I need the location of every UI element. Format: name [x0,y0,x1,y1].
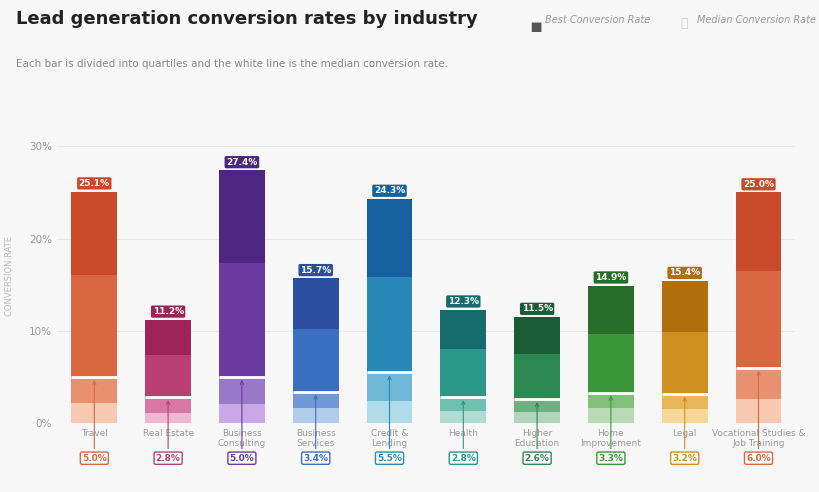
Text: 11.5%: 11.5% [521,305,552,313]
Text: 5.0%: 5.0% [82,381,106,462]
Text: 14.9%: 14.9% [595,273,626,282]
Text: 3.3%: 3.3% [598,397,622,462]
Text: 3.4%: 3.4% [303,396,328,462]
Bar [292,278,338,329]
Bar [292,392,338,408]
Text: 6.0%: 6.0% [745,372,770,462]
Bar [440,309,486,349]
Bar [514,354,559,399]
Bar [292,329,338,392]
Bar [661,409,707,423]
Text: 3.2%: 3.2% [672,398,696,462]
Bar [145,398,191,413]
Text: 15.4%: 15.4% [668,268,699,277]
Text: Best Conversion Rate: Best Conversion Rate [545,15,649,25]
Bar [514,399,559,412]
Bar [71,403,117,423]
Text: 5.5%: 5.5% [377,376,401,462]
Bar [71,275,117,377]
Bar [587,393,633,408]
Bar [735,399,781,423]
Bar [735,192,781,272]
Bar [366,199,412,277]
Bar [440,411,486,423]
Bar [514,412,559,423]
Bar [292,408,338,423]
Text: ⬜: ⬜ [680,17,687,30]
Text: 15.7%: 15.7% [300,266,331,275]
Bar [71,377,117,403]
Text: 2.6%: 2.6% [524,403,549,462]
Bar [219,404,265,423]
Text: 2.8%: 2.8% [450,401,475,462]
Text: 5.0%: 5.0% [229,381,254,462]
Bar [587,334,633,393]
Bar [587,408,633,423]
Bar [71,191,117,275]
Text: 27.4%: 27.4% [226,157,257,167]
Text: 25.0%: 25.0% [742,180,773,189]
Bar [440,349,486,398]
Text: Lead generation conversion rates by industry: Lead generation conversion rates by indu… [16,10,477,28]
Text: 11.2%: 11.2% [152,307,183,316]
Text: 24.3%: 24.3% [373,186,405,195]
Bar [145,413,191,423]
Bar [145,320,191,355]
Bar [440,398,486,411]
Text: ▪: ▪ [528,17,541,36]
Bar [735,368,781,399]
Text: Each bar is divided into quartiles and the white line is the median conversion r: Each bar is divided into quartiles and t… [16,59,448,69]
Bar [366,401,412,423]
Text: 2.8%: 2.8% [156,401,180,462]
Bar [145,355,191,398]
Bar [219,170,265,263]
Bar [366,372,412,401]
Bar [661,332,707,394]
Text: CONVERSION RATE: CONVERSION RATE [5,236,14,315]
Bar [735,272,781,368]
Bar [661,281,707,332]
Bar [219,263,265,377]
Text: 25.1%: 25.1% [79,179,110,188]
Bar [587,286,633,334]
Bar [514,317,559,354]
Bar [366,277,412,372]
Bar [661,394,707,409]
Bar [219,377,265,404]
Text: 12.3%: 12.3% [447,297,478,306]
Text: Median Conversion Rate: Median Conversion Rate [696,15,815,25]
